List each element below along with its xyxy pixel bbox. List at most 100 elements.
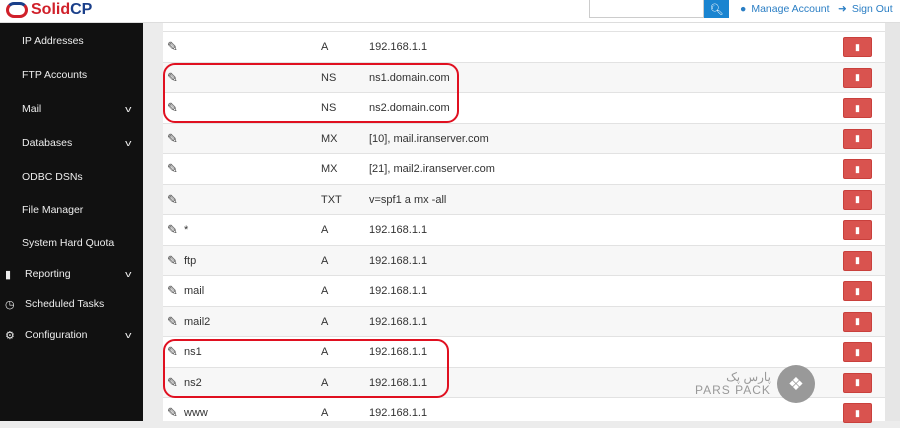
logo-mark-icon (6, 2, 28, 18)
trash-icon: ▮ (855, 285, 860, 296)
trash-icon: ▮ (855, 377, 860, 387)
table-row: ✎ A 192.168.1.1 ▮ (163, 31, 885, 62)
sidebar-item-scheduled-tasks[interactable]: ◷ Scheduled Tasks (0, 294, 143, 314)
table-row: ✎ MX [21], mail2.iranserver.com ▮ (163, 153, 885, 184)
search-button[interactable]: 🔍︎ (704, 0, 729, 18)
delete-button[interactable]: ▮ (843, 189, 872, 210)
sidebar-item-label: System Hard Quota (22, 237, 115, 249)
record-type: A (321, 407, 329, 419)
edit-pencil-icon[interactable]: ✎ (167, 130, 178, 146)
solidcp-logo[interactable]: Solid CP (6, 0, 92, 20)
sidebar-item-label: File Manager (22, 204, 84, 216)
sidebar: IP Addresses FTP Accounts Mail v Databases v O… (0, 23, 143, 421)
edit-pencil-icon[interactable]: ✎ (167, 252, 178, 268)
trash-icon: ▮ (855, 346, 860, 357)
chevron-down-icon: v (125, 269, 132, 279)
delete-button[interactable]: ▮ (843, 311, 872, 332)
record-value: 192.168.1.1 (369, 224, 428, 236)
delete-button[interactable]: ▮ (843, 98, 872, 118)
trash-icon: ▮ (855, 194, 860, 204)
sidebar-item-label: ODBC DSNs (22, 171, 83, 183)
search-input[interactable] (589, 0, 704, 18)
table-row: ✎ mail A 192.168.1.1 ▮ (163, 275, 885, 306)
table-row: ✎ ns2 A 192.168.1.1 ▮ (163, 366, 885, 397)
record-value: 192.168.1.1 (369, 346, 428, 358)
parspack-watermark: پارس پک PARS PACK ❖ (695, 365, 815, 403)
sidebar-item-configuration[interactable]: ⚙ Configuration v (0, 325, 143, 345)
record-name: ns1 (184, 346, 202, 358)
sidebar-item-label: IP Addresses (22, 35, 84, 47)
sidebar-item-label: FTP Accounts (22, 69, 88, 81)
sidebar-item-label: Scheduled Tasks (25, 298, 105, 310)
sidebar-item-ftp-accounts[interactable]: FTP Accounts (0, 65, 143, 85)
top-header: Solid CP 🔍︎ ● Manage Account ➜ Sign Out (0, 0, 900, 23)
sidebar-item-system-hard-quota[interactable]: System Hard Quota (0, 233, 143, 253)
record-type: A (321, 41, 329, 53)
record-value: 192.168.1.1 (369, 376, 428, 389)
edit-pencil-icon[interactable]: ✎ (167, 283, 178, 298)
delete-button[interactable]: ▮ (843, 37, 872, 57)
record-value: ns2.domain.com (369, 102, 450, 114)
record-value: 192.168.1.1 (369, 285, 428, 297)
record-type: NS (321, 102, 337, 114)
table-row: ✎ NS ns1.domain.com ▮ (163, 61, 885, 92)
delete-button[interactable]: ▮ (843, 342, 872, 362)
delete-button[interactable]: ▮ (843, 250, 872, 271)
record-value: 192.168.1.1 (369, 41, 428, 53)
table-row: ✎ ns1 A 192.168.1.1 ▮ (163, 336, 885, 367)
delete-button[interactable]: ▮ (843, 220, 872, 240)
record-value: [21], mail2.iranserver.com (369, 163, 495, 175)
sidebar-item-odbc-dsns[interactable]: ODBC DSNs (0, 167, 143, 187)
record-value: v=spf1 a mx -all (369, 193, 447, 206)
table-row: ✎ * A 192.168.1.1 ▮ (163, 214, 885, 245)
edit-pencil-icon[interactable]: ✎ (167, 374, 178, 390)
trash-icon: ▮ (855, 255, 860, 265)
sidebar-item-label: Databases (22, 137, 73, 149)
edit-pencil-icon[interactable]: ✎ (167, 313, 178, 329)
record-name: ns2 (184, 376, 202, 389)
delete-button[interactable]: ▮ (843, 67, 872, 88)
highlight-ns-records (163, 63, 459, 123)
record-type: A (321, 254, 329, 267)
table-row: ✎ TXT v=spf1 a mx -all ▮ (163, 183, 885, 214)
record-name: mail2 (184, 315, 211, 328)
sidebar-item-reporting[interactable]: ▮ Reporting v (0, 264, 143, 284)
record-name: ftp (184, 254, 197, 267)
record-name: mail (184, 285, 205, 297)
trash-icon: ▮ (855, 133, 860, 143)
highlight-ns-a-records (163, 339, 449, 398)
sidebar-item-ip-addresses[interactable]: IP Addresses (0, 31, 143, 51)
trash-icon: ▮ (855, 224, 860, 235)
edit-pencil-icon[interactable]: ✎ (167, 161, 178, 176)
edit-pencil-icon[interactable]: ✎ (167, 100, 178, 115)
record-name: * (184, 224, 189, 236)
sidebar-item-file-manager[interactable]: File Manager (0, 200, 143, 220)
delete-button[interactable]: ▮ (843, 372, 872, 393)
delete-button[interactable]: ▮ (843, 281, 872, 301)
edit-pencil-icon[interactable]: ✎ (167, 405, 178, 420)
edit-pencil-icon[interactable]: ✎ (167, 39, 178, 54)
record-type: A (321, 346, 329, 358)
trash-icon: ▮ (855, 316, 860, 326)
manage-account-link[interactable]: ● Manage Account (740, 3, 830, 15)
edit-pencil-icon[interactable]: ✎ (167, 191, 178, 207)
record-value: 192.168.1.1 (369, 315, 428, 328)
delete-button[interactable]: ▮ (843, 128, 872, 149)
edit-pencil-icon[interactable]: ✎ (167, 222, 178, 237)
sidebar-item-databases[interactable]: Databases v (0, 133, 143, 153)
trash-icon: ▮ (855, 102, 860, 113)
record-value: 192.168.1.1 (369, 254, 428, 267)
edit-pencil-icon[interactable]: ✎ (167, 69, 178, 85)
record-type: A (321, 224, 329, 236)
sidebar-item-mail[interactable]: Mail v (0, 99, 143, 119)
record-name: www (184, 407, 208, 419)
delete-button[interactable]: ▮ (843, 403, 872, 423)
clock-icon: ◷ (5, 298, 15, 311)
delete-button[interactable]: ▮ (843, 159, 872, 179)
record-value: ns1.domain.com (369, 71, 450, 84)
table-row: ✎ www A 192.168.1.1 ▮ (163, 397, 885, 428)
scrollbar-track[interactable] (885, 23, 900, 421)
sign-out-link[interactable]: ➜ Sign Out (838, 3, 893, 15)
edit-pencil-icon[interactable]: ✎ (167, 344, 178, 359)
record-type: A (321, 315, 329, 328)
